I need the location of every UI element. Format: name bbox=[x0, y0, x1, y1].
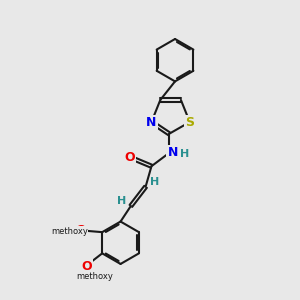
Text: O: O bbox=[125, 151, 135, 164]
Text: H: H bbox=[180, 149, 189, 159]
Text: O: O bbox=[81, 260, 92, 273]
Text: N: N bbox=[146, 116, 157, 128]
Text: O: O bbox=[76, 224, 86, 237]
Text: N: N bbox=[167, 146, 178, 159]
Text: H: H bbox=[117, 196, 127, 206]
Text: methoxy: methoxy bbox=[76, 272, 113, 280]
Text: H: H bbox=[150, 176, 160, 187]
Text: methoxy: methoxy bbox=[51, 227, 88, 236]
Text: S: S bbox=[185, 116, 194, 128]
